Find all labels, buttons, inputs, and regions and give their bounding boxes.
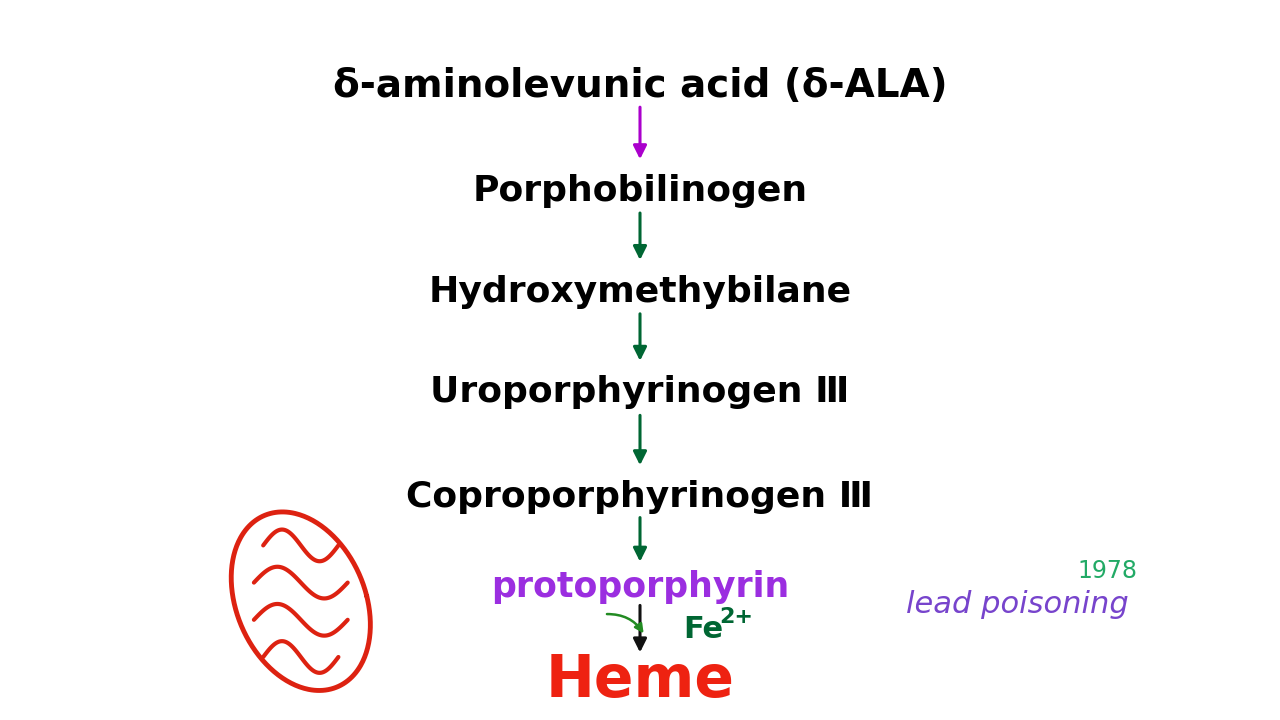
Text: Coproporphyrinogen Ⅲ: Coproporphyrinogen Ⅲ xyxy=(407,480,873,514)
Text: Hydroxymethybilane: Hydroxymethybilane xyxy=(429,274,851,309)
Text: Uroporphyrinogen Ⅲ: Uroporphyrinogen Ⅲ xyxy=(430,375,850,410)
Text: lead poisoning: lead poisoning xyxy=(906,590,1129,619)
Text: δ-aminolevunic acid (δ-ALA): δ-aminolevunic acid (δ-ALA) xyxy=(333,68,947,105)
Text: 1978: 1978 xyxy=(1078,559,1137,583)
Text: Fe: Fe xyxy=(684,616,723,644)
Polygon shape xyxy=(232,512,370,690)
Text: 2+: 2+ xyxy=(719,607,754,627)
Text: protoporphyrin: protoporphyrin xyxy=(490,570,790,604)
Text: Heme: Heme xyxy=(545,652,735,709)
Text: Porphobilinogen: Porphobilinogen xyxy=(472,174,808,208)
